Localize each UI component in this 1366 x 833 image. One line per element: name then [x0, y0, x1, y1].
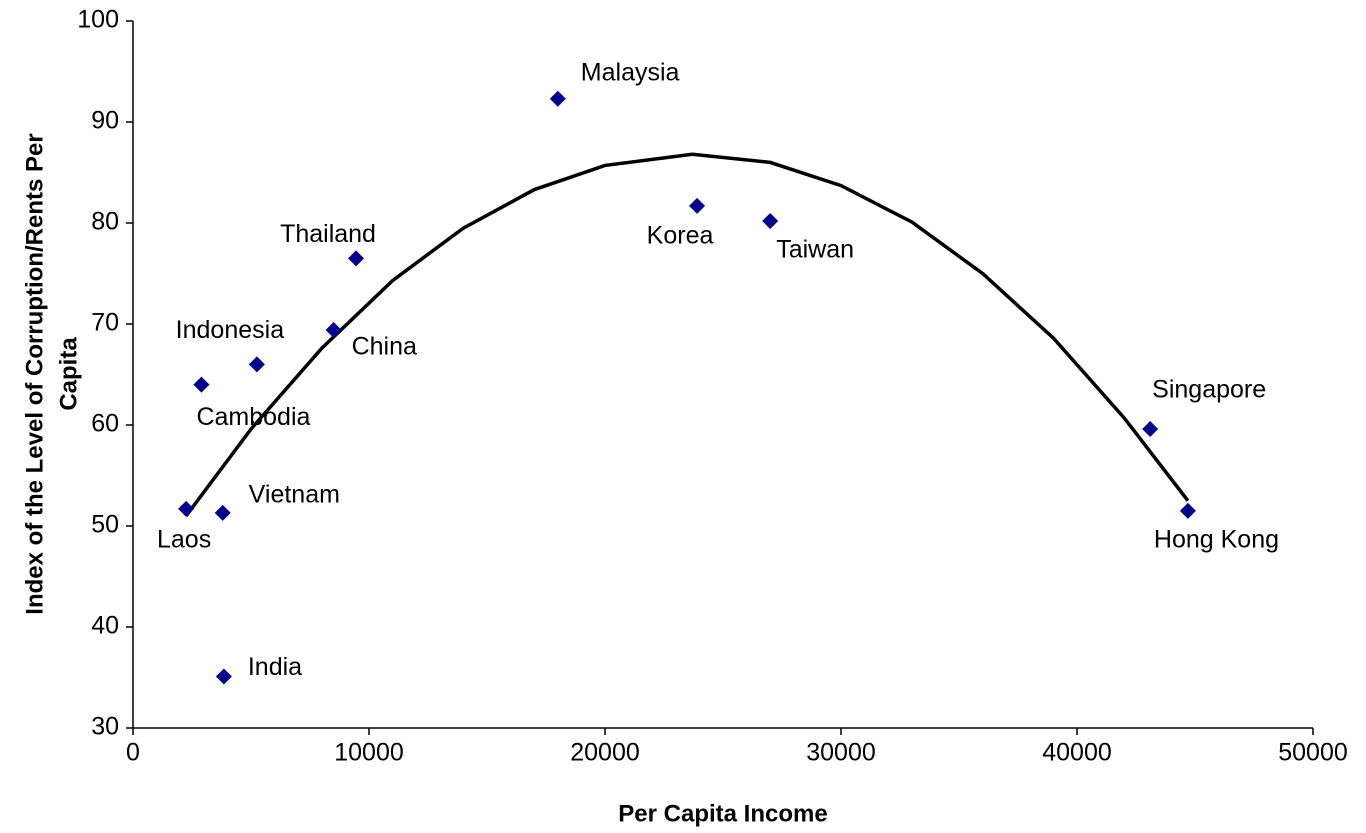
point-label: Thailand — [280, 220, 376, 248]
point-label: Laos — [157, 525, 211, 553]
y-tick-label: 30 — [91, 713, 119, 741]
x-tick-label: 0 — [126, 739, 140, 767]
x-axis-title: Per Capita Income — [618, 800, 827, 827]
trend-line — [184, 152, 1190, 517]
point — [689, 197, 706, 214]
point-label: Cambodia — [196, 403, 310, 431]
x-tick-label: 30000 — [806, 739, 876, 767]
x-tick-label: 20000 — [570, 739, 640, 767]
point — [178, 500, 195, 517]
y-axis-title: Capita — [55, 337, 82, 411]
point — [248, 356, 265, 373]
point — [348, 250, 365, 267]
point-label: China — [352, 333, 417, 361]
y-tick-label: 40 — [91, 612, 119, 640]
point-label: Korea — [647, 221, 714, 249]
x-tick-label: 10000 — [334, 739, 404, 767]
point-label: Vietnam — [249, 480, 340, 508]
point-label: Indonesia — [176, 316, 285, 344]
point — [325, 322, 342, 339]
point — [1179, 502, 1196, 519]
y-tick-label: 70 — [91, 309, 119, 337]
y-tick-label: 90 — [91, 107, 119, 135]
point-label: Hong Kong — [1154, 525, 1279, 553]
point — [193, 376, 210, 393]
y-tick-label: 60 — [91, 410, 119, 438]
y-tick-label: 50 — [91, 511, 119, 539]
point-label: Malaysia — [581, 58, 680, 86]
y-tick-label: 100 — [77, 6, 119, 34]
point-label: India — [248, 653, 302, 681]
point — [762, 212, 779, 229]
point-label: Singapore — [1152, 376, 1266, 404]
point-label: Taiwan — [776, 236, 854, 264]
x-tick-label: 40000 — [1042, 739, 1112, 767]
point — [1142, 421, 1159, 438]
y-tick-label: 80 — [91, 208, 119, 236]
x-tick-label: 50000 — [1278, 739, 1348, 767]
point — [215, 668, 232, 685]
y-axis-title: Index of the Level of Corruption/Rents P… — [21, 133, 48, 614]
point — [214, 504, 231, 521]
point — [549, 90, 566, 107]
